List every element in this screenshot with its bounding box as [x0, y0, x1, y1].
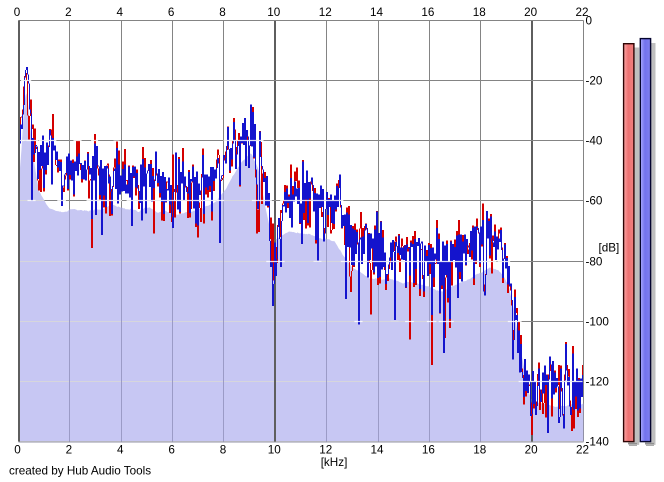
svg-text:-20: -20: [586, 75, 603, 88]
svg-text:6: 6: [168, 6, 175, 19]
svg-text:-140: -140: [586, 436, 610, 449]
svg-text:12: 12: [319, 444, 332, 457]
svg-text:18: 18: [473, 444, 486, 457]
svg-text:0: 0: [14, 6, 21, 19]
svg-text:10: 10: [267, 6, 281, 19]
svg-text:-100: -100: [586, 316, 610, 329]
svg-text:-120: -120: [586, 376, 610, 389]
svg-text:10: 10: [268, 444, 282, 457]
svg-text:-60: -60: [586, 195, 603, 208]
svg-text:16: 16: [421, 6, 434, 19]
svg-text:18: 18: [473, 6, 486, 19]
svg-text:20: 20: [524, 6, 538, 19]
svg-text:-80: -80: [586, 256, 603, 269]
svg-text:12: 12: [319, 6, 332, 19]
svg-text:0: 0: [586, 15, 593, 28]
svg-text:2: 2: [65, 6, 72, 19]
svg-text:22: 22: [576, 444, 589, 457]
svg-text:6: 6: [168, 444, 175, 457]
svg-text:4: 4: [116, 6, 123, 19]
svg-text:14: 14: [370, 6, 384, 19]
svg-text:2: 2: [66, 444, 73, 457]
svg-text:0: 0: [14, 444, 21, 457]
svg-text:22: 22: [575, 6, 588, 19]
svg-text:8: 8: [219, 6, 226, 19]
svg-text:16: 16: [422, 444, 435, 457]
svg-text:[kHz]: [kHz]: [321, 456, 348, 469]
svg-text:4: 4: [117, 444, 124, 457]
svg-text:created by Hub Audio Tools: created by Hub Audio Tools: [9, 465, 151, 478]
svg-text:8: 8: [220, 444, 227, 457]
svg-text:[dB]: [dB]: [599, 242, 620, 255]
svg-text:-40: -40: [586, 135, 603, 148]
svg-text:14: 14: [370, 444, 384, 457]
svg-text:20: 20: [525, 444, 539, 457]
